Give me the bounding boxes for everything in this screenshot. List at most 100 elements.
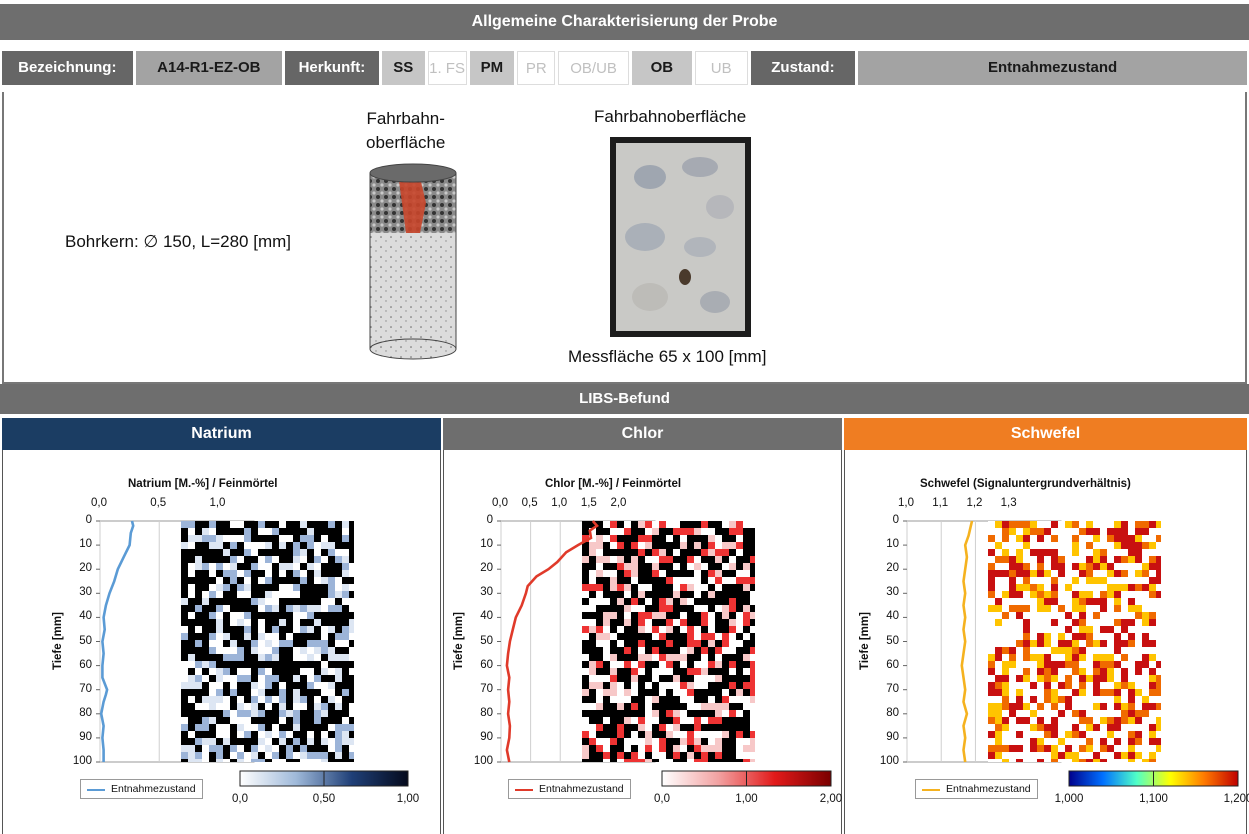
map-cell [708,570,715,577]
map-cell [1149,752,1156,759]
core-dimensions-text: Bohrkern: ∅ 150, L=280 [mm] [65,232,292,251]
map-cell [694,570,701,577]
y-tick-label: 50 [79,634,92,647]
map-cell [1107,570,1114,577]
map-cell [188,570,195,577]
map-cell [216,577,223,584]
map-cell [680,696,687,703]
map-cell [1002,717,1009,724]
map-cell [988,570,995,577]
map-cell [300,668,307,675]
map-cell [230,689,237,696]
map-cell [335,668,342,675]
map-cell [237,717,244,724]
map-cell [1156,689,1161,696]
map-cell [293,703,300,710]
map-cell [1121,556,1128,563]
map-cell [1023,668,1030,675]
map-cell [258,542,265,549]
x-tick-label: 1,0 [551,497,568,509]
map-cell [223,570,230,577]
map-cell [701,717,708,724]
map-cell [335,584,342,591]
map-cell [342,633,349,640]
map-cell [1149,563,1156,570]
map-cell [596,598,603,605]
map-cell [209,640,216,647]
map-cell [680,745,687,752]
map-cell [307,668,314,675]
map-cell [342,731,349,738]
map-cell [1044,598,1051,605]
map-cell [1002,570,1009,577]
map-cell [335,633,342,640]
map-cell [673,731,680,738]
map-cell [631,682,638,689]
map-cell [230,640,237,647]
map-cell [202,752,209,759]
map-cell [666,626,673,633]
map-cell [202,745,209,752]
chart-title: Chlor [M.-%] / Feinmörtel [545,478,682,490]
map-cell [314,717,321,724]
map-cell [258,682,265,689]
map-cell [631,668,638,675]
map-cell [251,647,258,654]
map-cell [181,626,188,633]
map-cell [1142,612,1149,619]
series-line [960,520,974,763]
map-cell [279,738,286,745]
map-cell [596,689,603,696]
map-cell [743,605,750,612]
map-cell [596,661,603,668]
map-cell [666,668,673,675]
map-cell [736,640,743,647]
map-cell [1016,535,1023,542]
map-cell [265,654,272,661]
map-cell [596,542,603,549]
map-cell [279,563,286,570]
map-cell [589,577,596,584]
map-cell [631,570,638,577]
map-cell [645,598,652,605]
map-cell [1121,752,1128,759]
map-cell [645,542,652,549]
map-cell [638,661,645,668]
map-cell [321,556,328,563]
map-cell [1016,591,1023,598]
map-cell [673,724,680,731]
map-cell [638,752,645,759]
map-cell [645,654,652,661]
map-cell [743,703,750,710]
map-cell [1065,654,1072,661]
map-cell [1058,752,1065,759]
map-cell [1086,759,1093,762]
map-cell [750,759,755,762]
map-cell [230,612,237,619]
map-cell [1065,521,1072,528]
map-cell [349,724,354,731]
map-cell [216,640,223,647]
map-cell [1100,563,1107,570]
map-cell [258,521,265,528]
map-cell [645,619,652,626]
map-cell [1100,626,1107,633]
map-cell [279,759,286,762]
map-cell [1086,633,1093,640]
map-cell [1142,619,1149,626]
map-cell [244,535,251,542]
map-cell [1100,605,1107,612]
map-cell [265,731,272,738]
map-cell [652,570,659,577]
map-cell [722,647,729,654]
x-tick-label: 1,0 [209,497,226,509]
map-cell [300,577,307,584]
map-cell [1079,626,1086,633]
map-cell [1002,535,1009,542]
map-cell [603,654,610,661]
map-cell [743,633,750,640]
map-cell [1107,689,1114,696]
herkunft-pm: PM [469,51,515,85]
x-tick-label: 1,3 [1000,497,1017,509]
map-cell [1065,661,1072,668]
